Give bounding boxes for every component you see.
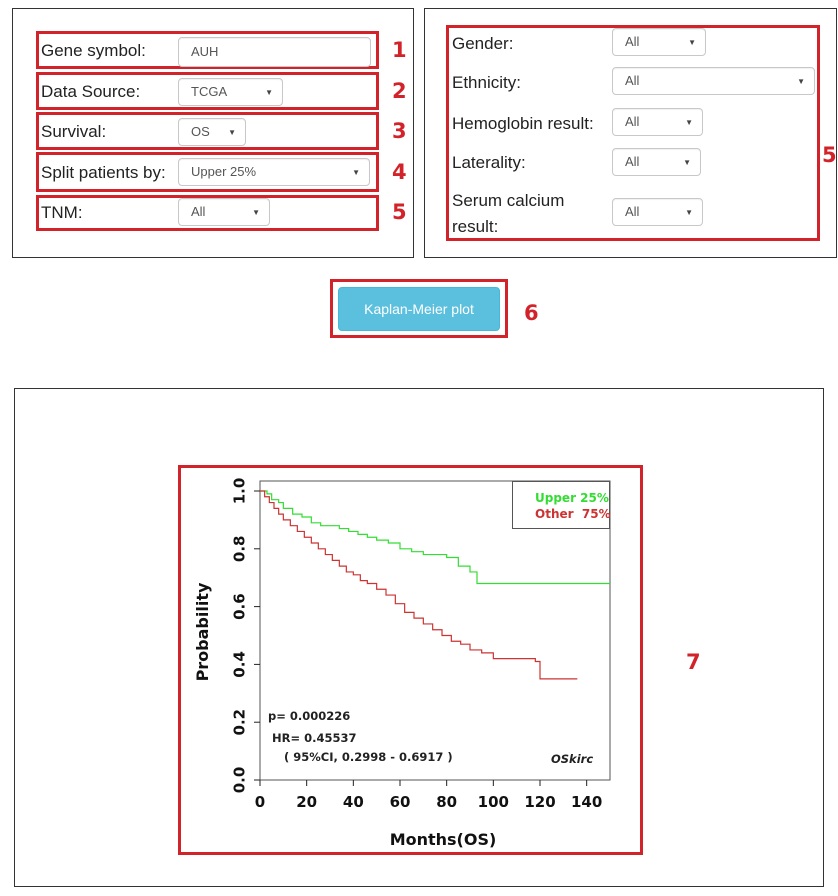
ci-label: ( 95%CI, 0.2998 - 0.6917 ) [284,750,453,764]
ethnicity-select[interactable]: All ▼ [612,67,815,95]
survival-select[interactable]: OS ▼ [178,118,246,146]
plot-frame [259,480,611,781]
tnm-value: All [191,204,206,219]
laterality-value: All [625,154,640,169]
chevron-down-icon: ▼ [265,88,273,97]
other-75-curve [260,490,578,680]
chevron-down-icon: ▼ [352,168,360,177]
chevron-down-icon: ▼ [228,128,236,137]
y-tick-label: 1.0 [231,478,249,505]
survival-label: Survival: [41,122,107,141]
x-tick-label: 20 [296,793,317,811]
annotation-1: 1 [392,38,407,62]
y-tick-label: 0.8 [231,536,249,563]
ethnicity-label: Ethnicity: [452,73,521,92]
legend-upper: Upper 25% [535,491,609,505]
annotation-4: 4 [392,160,407,184]
x-axis-title: Months(OS) [390,830,497,849]
chevron-down-icon: ▼ [688,38,696,47]
x-tick-label: 120 [524,793,555,811]
annotation-5-right: 5 [822,143,837,167]
tnm-highlight [36,195,379,231]
y-axis-title: Probability [193,582,212,681]
hr-label: HR= 0.45537 [272,731,357,745]
survival-highlight [36,112,379,150]
data-source-label: Data Source: [41,82,141,101]
gender-select[interactable]: All ▼ [612,28,706,56]
y-tick-label: 0.0 [231,767,249,794]
ethnicity-value: All [625,73,640,88]
upper-25-curve [260,490,610,585]
chevron-down-icon: ▼ [685,208,693,217]
data-source-highlight [36,72,379,110]
gene-symbol-value: AUH [191,44,219,59]
kaplan-meier-plot-button[interactable]: Kaplan-Meier plot [338,287,500,331]
x-tick-label: 140 [571,793,602,811]
gene-symbol-label: Gene symbol: [41,41,146,60]
chart-legend: Upper 25% Other 75% [512,481,611,529]
split-patients-value: Upper 25% [191,164,257,179]
y-tick-label: 0.2 [231,709,249,736]
annotation-7: 7 [686,650,701,674]
split-patients-select[interactable]: Upper 25% ▼ [178,158,370,186]
plot-highlight [178,465,643,855]
serum-calcium-select[interactable]: All ▼ [612,198,703,226]
x-tick-label: 0 [255,793,265,811]
serum-calcium-label-line1: Serum calcium [452,191,565,210]
x-tick-label: 60 [390,793,411,811]
split-patients-highlight [36,152,379,192]
tnm-label: TNM: [41,203,83,222]
x-tick-label: 80 [436,793,457,811]
x-tick-label: 100 [478,793,509,811]
gender-value: All [625,34,640,49]
laterality-label: Laterality: [452,153,526,172]
gender-label: Gender: [452,34,514,53]
legend-other: Other 75% [535,507,611,521]
chevron-down-icon: ▼ [685,118,693,127]
p-value-label: p= 0.000226 [268,709,351,723]
x-tick-label: 40 [343,793,364,811]
gene-symbol-input[interactable]: AUH [178,37,371,67]
clinical-filters-highlight [446,25,820,241]
survival-value: OS [191,124,210,139]
chevron-down-icon: ▼ [252,208,260,217]
split-patients-label: Split patients by: [41,163,166,182]
y-tick-label: 0.6 [231,593,249,620]
annotation-3: 3 [392,119,407,143]
hemoglobin-select[interactable]: All ▼ [612,108,703,136]
y-tick-label: 0.4 [231,651,249,678]
annotation-6: 6 [524,301,539,325]
annotation-2: 2 [392,79,407,103]
chevron-down-icon: ▼ [683,158,691,167]
hemoglobin-label: Hemoglobin result: [452,114,594,133]
chart-tag: OSkirc [551,752,594,766]
plot-panel [14,388,824,887]
data-source-select[interactable]: TCGA ▼ [178,78,283,106]
data-source-value: TCGA [191,84,228,99]
tnm-select[interactable]: All ▼ [178,198,270,226]
hemoglobin-value: All [625,114,640,129]
laterality-select[interactable]: All ▼ [612,148,701,176]
gene-symbol-highlight [36,31,379,69]
serum-calcium-label-line2: result: [452,217,499,236]
chevron-down-icon: ▼ [797,77,805,86]
serum-calcium-value: All [625,204,640,219]
annotation-5-left: 5 [392,200,407,224]
plot-button-highlight [330,279,508,338]
